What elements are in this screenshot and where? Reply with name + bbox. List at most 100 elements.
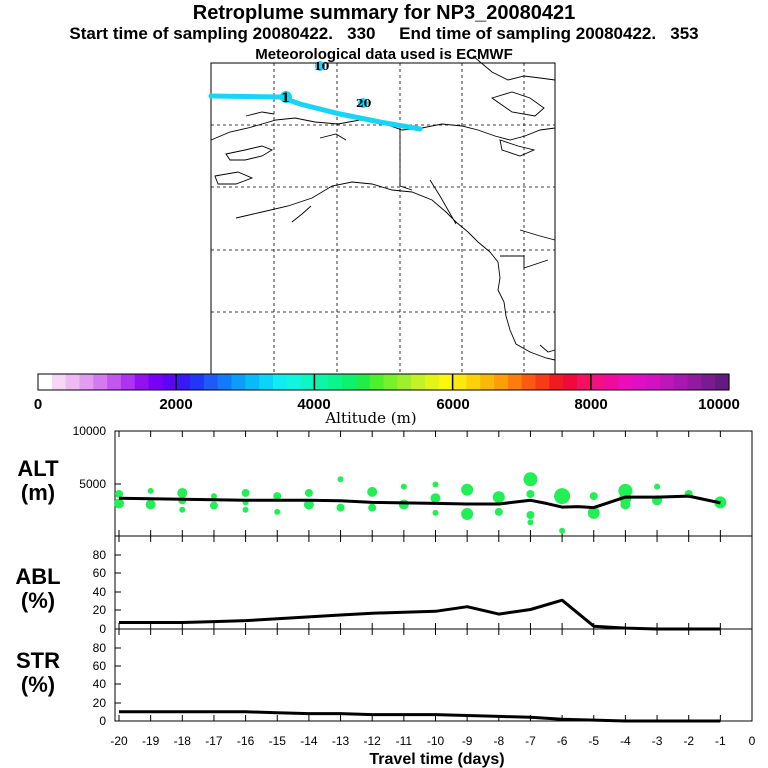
colorbar-swatch-12 (203, 374, 219, 390)
trajectory-label-10: 10 (314, 60, 330, 73)
alt-bubble (432, 481, 439, 488)
abl-ytick-60: 60 (93, 566, 107, 580)
colorbar-tick-4000: 4000 (297, 396, 330, 413)
alt-bubble (559, 527, 566, 534)
colorbar-swatch-45 (659, 374, 675, 390)
colorbar-swatch-37 (549, 374, 564, 390)
alt-yticks: 10000 5000 (73, 424, 107, 491)
colorbar-label: Altitude (m) (324, 409, 416, 427)
str-ytick-60: 60 (93, 659, 107, 673)
alt-bubble (273, 492, 282, 501)
colorbar-swatch-17 (272, 374, 288, 390)
str-ytick-80: 80 (93, 641, 107, 655)
colorbar-swatch-28 (424, 374, 440, 390)
alt-bubble (367, 486, 378, 497)
trajectory-marker-20 (358, 98, 368, 108)
colorbar-swatch-47 (687, 374, 702, 390)
colorbar-swatch-13 (217, 374, 233, 390)
colorbar-swatch-15 (245, 374, 260, 390)
coastlines (210, 55, 556, 361)
colorbar-swatch-49 (715, 374, 730, 390)
x-tick-label: -6 (557, 734, 568, 748)
str-panel-unit: (%) (21, 672, 55, 697)
alt-bubble (336, 503, 345, 512)
alt-bubble (115, 490, 123, 498)
abl-ytick-0: 0 (99, 622, 106, 636)
trajectory-map: 10 1 20 (208, 55, 556, 375)
alt-bubble (303, 499, 314, 510)
colorbar-ticks: 0 2000 4000 6000 8000 10000 (34, 396, 740, 413)
alt-bubble (654, 483, 661, 490)
met-data-source: Meteorological data used is ECMWF (255, 46, 513, 63)
colorbar-swatch-44 (646, 374, 661, 390)
str-ytick-0: 0 (99, 714, 106, 728)
alt-bubble (304, 488, 313, 497)
alt-bubble (461, 507, 474, 520)
colorbar-swatch-0 (38, 374, 53, 390)
alt-panel-label: ALT (17, 456, 59, 481)
colorbar-swatch-32 (480, 374, 495, 390)
alt-bubble (526, 490, 535, 498)
colorbar-swatch-23 (355, 374, 371, 390)
alt-bubble (430, 493, 441, 504)
colorbar-swatch-46 (673, 374, 689, 390)
alt-ytick-5000: 5000 (79, 477, 106, 491)
plot-title: Retroplume summary for NP3_20080421 (192, 2, 576, 24)
abl-ytick-80: 80 (93, 548, 107, 562)
alt-bubble (242, 506, 249, 513)
colorbar-tick-0: 0 (34, 396, 42, 413)
colorbar-swatch-4 (93, 374, 108, 390)
x-tick-label: 0 (749, 734, 756, 748)
colorbar-swatch-27 (411, 374, 426, 390)
colorbar-swatch-34 (507, 374, 523, 390)
x-tick-label: -4 (620, 734, 631, 748)
map-graticule (211, 63, 555, 374)
alt-bubble (589, 492, 598, 501)
colorbar-tick-6000: 6000 (436, 396, 469, 413)
alt-bubble (620, 499, 631, 510)
alt-bubble (494, 507, 503, 516)
str-ytick-40: 40 (93, 677, 107, 691)
alt-bubble (241, 488, 250, 497)
alt-bubble (274, 508, 281, 515)
x-tick-label: -11 (396, 734, 413, 748)
colorbar-swatch-7 (134, 374, 150, 390)
colorbar-swatch-9 (162, 374, 177, 390)
abl-ytick-40: 40 (93, 585, 107, 599)
alt-bubble (209, 501, 218, 510)
colorbar-swatch-18 (286, 374, 302, 390)
str-ytick-20: 20 (93, 696, 107, 710)
abl-panel-unit: (%) (21, 588, 55, 613)
x-tick-label: -2 (683, 734, 694, 748)
colorbar-swatch-19 (300, 374, 315, 390)
colorbar-swatch-10 (176, 374, 191, 390)
x-tick-label: -8 (493, 734, 504, 748)
x-tick-label: -10 (427, 734, 445, 748)
x-tick-label: -18 (174, 734, 192, 748)
x-axis-ticks: -20 -19 -18 -17 -16 -15 -14 -13 -12 -11 -10 -9 -8 -7-… (110, 431, 756, 748)
alt-bubble (587, 506, 600, 519)
colorbar-swatch-43 (632, 374, 647, 390)
alt-bubble (432, 509, 439, 516)
colorbar-swatch-33 (494, 374, 509, 390)
colorbar-swatch-30 (452, 374, 468, 390)
colorbar-swatch-39 (576, 374, 592, 390)
colorbar-swatch-26 (397, 374, 412, 390)
colorbar-swatch-16 (259, 374, 274, 390)
x-tick-label: -13 (332, 734, 350, 748)
colorbar-tick-2000: 2000 (159, 396, 192, 413)
sampling-times: Start time of sampling 20080422. 330 End… (69, 24, 699, 43)
abl-panel-label: ABL (15, 564, 60, 589)
alt-series-line (118, 494, 721, 510)
alt-bubble (114, 498, 124, 509)
alt-bubble (554, 488, 571, 505)
colorbar-swatch-3 (79, 374, 94, 390)
colorbar-swatch-22 (342, 374, 357, 390)
alt-bubble (337, 476, 344, 483)
colorbar-swatch-5 (107, 374, 122, 390)
alt-bubble (398, 499, 409, 510)
colorbar-swatch-40 (590, 374, 606, 390)
colorbar-swatch-8 (148, 374, 163, 390)
alt-bubble (145, 499, 156, 510)
